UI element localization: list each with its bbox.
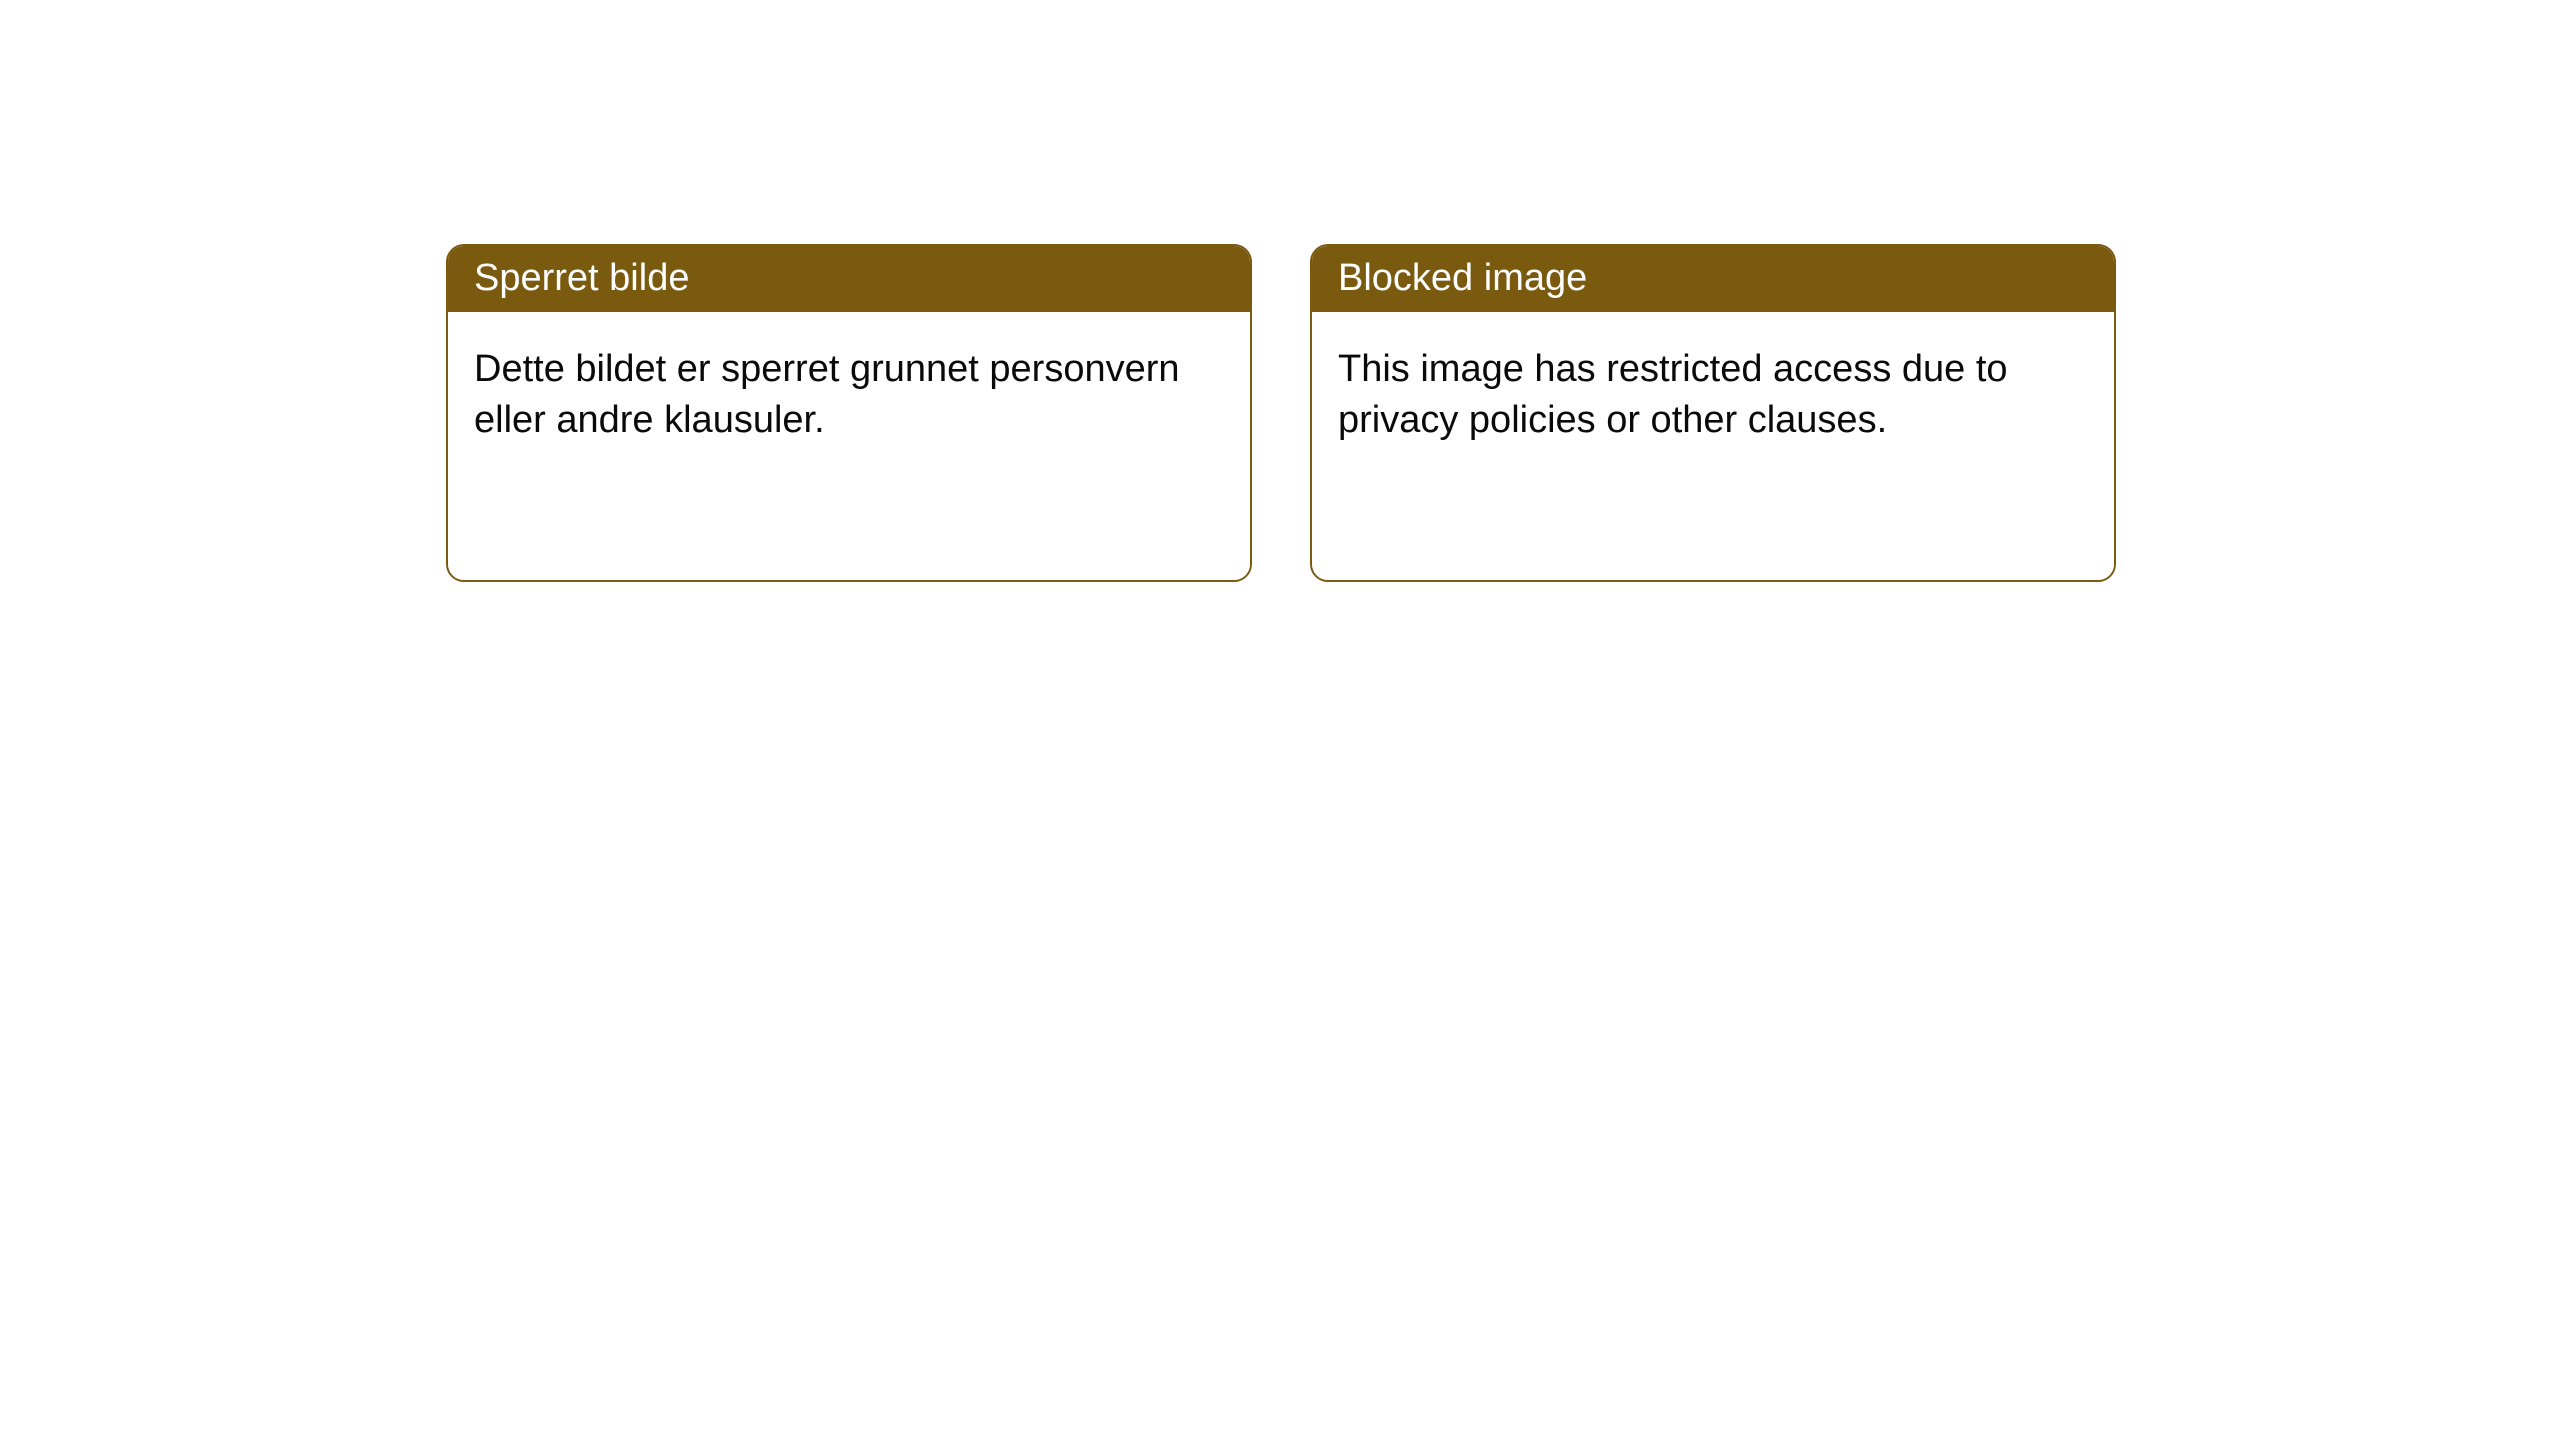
notice-card-no: Sperret bilde Dette bildet er sperret gr… bbox=[446, 244, 1252, 582]
notice-card-en-body: This image has restricted access due to … bbox=[1312, 312, 2114, 580]
notice-card-en: Blocked image This image has restricted … bbox=[1310, 244, 2116, 582]
notice-cards-container: Sperret bilde Dette bildet er sperret gr… bbox=[446, 244, 2116, 582]
notice-card-no-body: Dette bildet er sperret grunnet personve… bbox=[448, 312, 1250, 580]
notice-card-en-title: Blocked image bbox=[1312, 246, 2114, 312]
notice-card-no-title: Sperret bilde bbox=[448, 246, 1250, 312]
